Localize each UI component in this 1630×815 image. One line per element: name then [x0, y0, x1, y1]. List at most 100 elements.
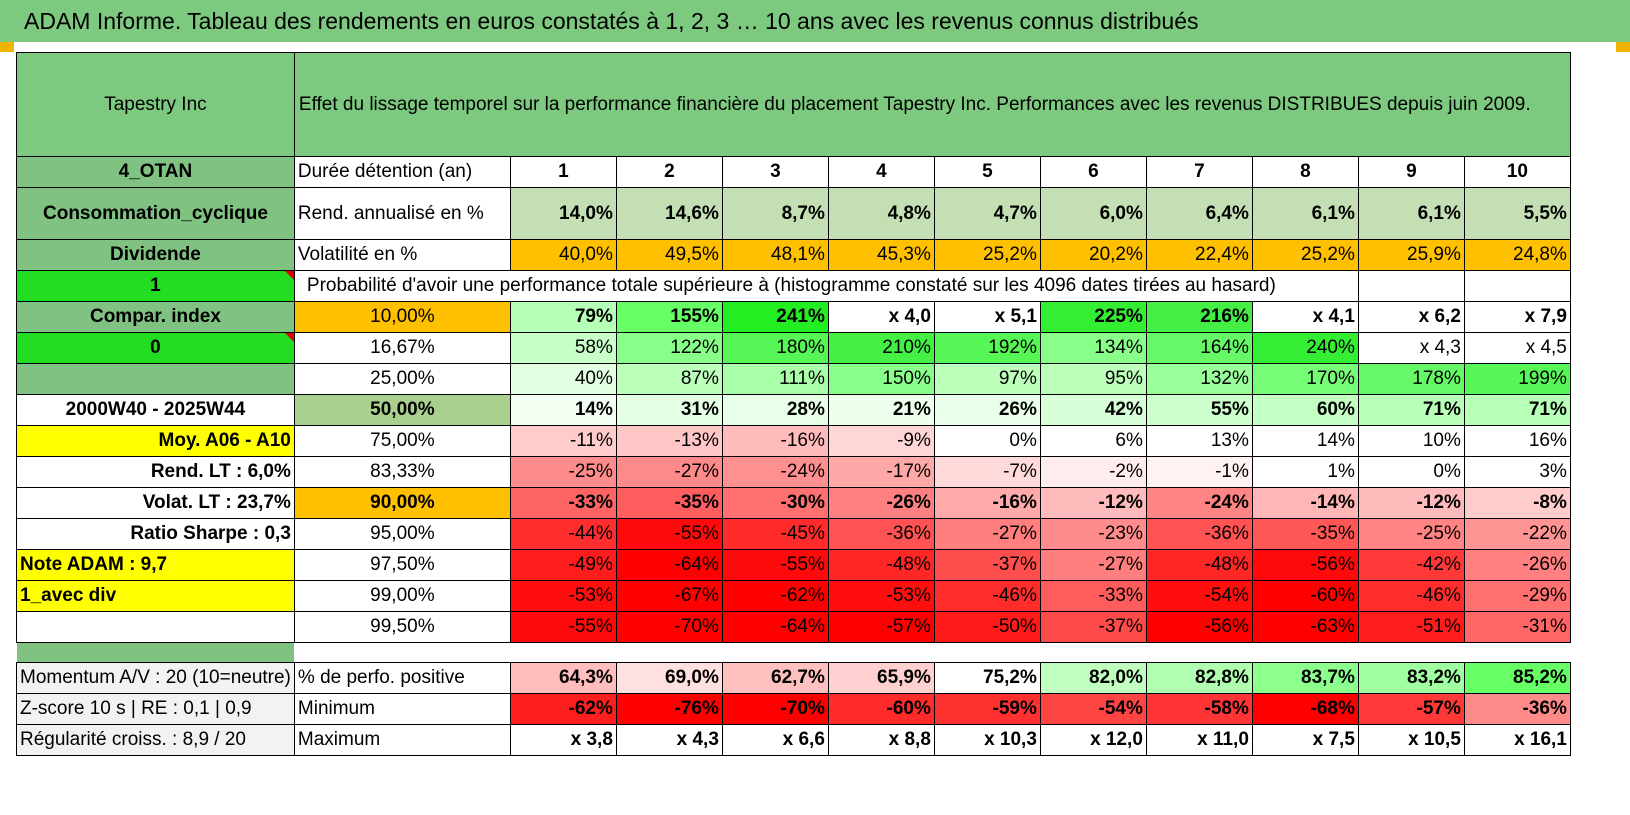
- sector-label: Consommation_cyclique: [16, 187, 295, 240]
- percentile-value-cell: -36%: [1145, 518, 1253, 550]
- momentum-label: Momentum A/V : 20 (10=neutre): [16, 662, 295, 694]
- percentile-value-cell: -57%: [827, 611, 935, 643]
- percentile-value-cell: -70%: [615, 611, 723, 643]
- year-header: 1: [509, 156, 617, 188]
- volat-cell: 22,4%: [1145, 239, 1253, 271]
- percentile-value-cell: -53%: [509, 580, 617, 612]
- percentile-value-cell: -55%: [615, 518, 723, 550]
- minimum-cell: -70%: [721, 693, 829, 725]
- volat-cell: 25,2%: [1251, 239, 1359, 271]
- percentile-value-cell: -25%: [1357, 518, 1465, 550]
- percentile-value-cell: -12%: [1039, 487, 1147, 519]
- percentile-value-cell: -46%: [933, 580, 1041, 612]
- percentile-value-cell: -44%: [509, 518, 617, 550]
- maximum-cell: x 8,8: [827, 724, 935, 756]
- rend-cell: 6,4%: [1145, 187, 1253, 240]
- percentile-value-cell: -51%: [1357, 611, 1465, 643]
- percentile-label: 95,00%: [293, 518, 511, 550]
- positive-cell: 75,2%: [933, 662, 1041, 694]
- percentile-value-cell: -26%: [1463, 549, 1571, 581]
- year-header: 4: [827, 156, 935, 188]
- percentile-label: 97,50%: [293, 549, 511, 581]
- dividende-label: Dividende: [16, 239, 295, 271]
- volat-cell: 49,5%: [615, 239, 723, 271]
- percentile-value-cell: 180%: [721, 332, 829, 364]
- percentile-value-cell: -67%: [615, 580, 723, 612]
- percentile-value-cell: x 4,1: [1251, 301, 1359, 333]
- percentile-value-cell: 79%: [509, 301, 617, 333]
- percentile-row: 0 16,67% 58% 122% 180% 210% 192% 134% 164% 240%…: [16, 332, 1571, 364]
- positive-cell: 64,3%: [509, 662, 617, 694]
- year-header: 2: [615, 156, 723, 188]
- volat-label: Volatilité en %: [293, 239, 511, 271]
- moy-label: Moy. A06 - A10: [16, 425, 295, 457]
- volat-cell: 25,9%: [1357, 239, 1465, 271]
- percentile-value-cell: -53%: [827, 580, 935, 612]
- maximum-cell: x 10,5: [1357, 724, 1465, 756]
- percentile-value-cell: -33%: [1039, 580, 1147, 612]
- minimum-cell: -68%: [1251, 693, 1359, 725]
- year-header: 6: [1039, 156, 1147, 188]
- percentile-value-cell: 0%: [1357, 456, 1465, 488]
- compar-index-label: Compar. index: [16, 301, 295, 333]
- percentile-label: 90,00%: [293, 487, 511, 519]
- minimum-cell: -58%: [1145, 693, 1253, 725]
- flag-zero[interactable]: 0: [16, 332, 295, 364]
- percentile-value-cell: x 4,3: [1357, 332, 1465, 364]
- percentile-row: Moy. A06 - A10 75,00% -11% -13% -16% -9% 0% 6…: [16, 425, 1571, 457]
- percentile-value-cell: -23%: [1039, 518, 1147, 550]
- percentile-value-cell: -62%: [721, 580, 829, 612]
- percentile-value-cell: x 4,5: [1463, 332, 1571, 364]
- percentile-value-cell: -60%: [1251, 580, 1359, 612]
- percentile-value-cell: 40%: [509, 363, 617, 395]
- percentile-value-cell: 14%: [1251, 425, 1359, 457]
- percentile-value-cell: -49%: [509, 549, 617, 581]
- minimum-cell: -76%: [615, 693, 723, 725]
- maximum-label: Maximum: [293, 724, 511, 756]
- left-ornament: [0, 42, 14, 52]
- rend-cell: 4,8%: [827, 187, 935, 240]
- rend-cell: 6,0%: [1039, 187, 1147, 240]
- positive-cell: 65,9%: [827, 662, 935, 694]
- percentile-value-cell: 132%: [1145, 363, 1253, 395]
- minimum-cell: -54%: [1039, 693, 1147, 725]
- blank-label: [16, 611, 295, 643]
- positive-cell: 85,2%: [1463, 662, 1571, 694]
- percentile-value-cell: -37%: [1039, 611, 1147, 643]
- volat-lt-label: Volat. LT : 23,7%: [16, 487, 295, 519]
- table-description: Effet du lissage temporel sur la perform…: [293, 52, 1571, 157]
- minimum-cell: -57%: [1357, 693, 1465, 725]
- minimum-cell: -59%: [933, 693, 1041, 725]
- percentile-value-cell: -63%: [1251, 611, 1359, 643]
- percentile-value-cell: 26%: [933, 394, 1041, 426]
- volat-cell: 48,1%: [721, 239, 829, 271]
- avec-div-label: 1_avec div: [16, 580, 295, 612]
- minimum-cell: -36%: [1463, 693, 1571, 725]
- zscore-label: Z-score 10 s | RE : 0,1 | 0,9: [16, 693, 295, 725]
- percentile-value-cell: 178%: [1357, 363, 1465, 395]
- percentile-value-cell: 28%: [721, 394, 829, 426]
- percentile-value-cell: 14%: [509, 394, 617, 426]
- year-header: 9: [1357, 156, 1465, 188]
- percentile-value-cell: -8%: [1463, 487, 1571, 519]
- percentile-value-cell: 42%: [1039, 394, 1147, 426]
- performance-table: Tapestry Inc Effet du lissage temporel s…: [16, 52, 1571, 756]
- rend-cell: 6,1%: [1357, 187, 1465, 240]
- percentile-value-cell: -7%: [933, 456, 1041, 488]
- year-header: 7: [1145, 156, 1253, 188]
- positive-cell: 82,8%: [1145, 662, 1253, 694]
- percentile-value-cell: 150%: [827, 363, 935, 395]
- percentile-label: 99,00%: [293, 580, 511, 612]
- percentile-row: Rend. LT : 6,0% 83,33% -25% -27% -24% -17% -…: [16, 456, 1571, 488]
- percentile-value-cell: -11%: [509, 425, 617, 457]
- spacer-green: [16, 642, 295, 663]
- flag-one[interactable]: 1: [16, 270, 295, 302]
- percentile-value-cell: -55%: [721, 549, 829, 581]
- percentile-value-cell: 13%: [1145, 425, 1253, 457]
- rend-cell: 14,6%: [615, 187, 723, 240]
- percentile-value-cell: -13%: [615, 425, 723, 457]
- minimum-cell: -60%: [827, 693, 935, 725]
- percentile-value-cell: -22%: [1463, 518, 1571, 550]
- rend-label: Rend. annualisé en %: [293, 187, 511, 240]
- percentile-value-cell: 10%: [1357, 425, 1465, 457]
